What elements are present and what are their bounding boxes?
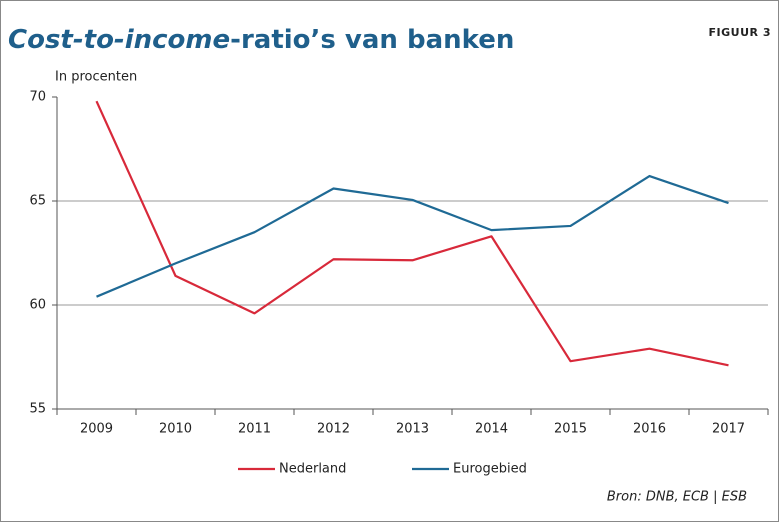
legend-label: Eurogebied <box>453 462 527 477</box>
x-tick-label: 2012 <box>317 422 350 437</box>
y-tick-label: 60 <box>29 298 46 313</box>
series-line <box>96 174 729 298</box>
y-tick-label: 70 <box>29 90 46 105</box>
x-tick-label: 2015 <box>554 422 587 437</box>
x-tick-label: 2010 <box>159 422 192 437</box>
subtitle: In procenten <box>55 70 137 85</box>
x-tick-label: 2016 <box>633 422 666 437</box>
title-rest: -ratio’s van banken <box>230 25 514 55</box>
source: Bron: DNB, ECB | ESB <box>607 490 747 505</box>
series-line <box>95 100 729 367</box>
x-tick-label: 2017 <box>712 422 745 437</box>
figure-label: FIGUUR 3 <box>709 26 771 39</box>
y-tick-label: 65 <box>29 194 46 209</box>
y-tick-label: 55 <box>29 402 46 417</box>
x-tick-label: 2014 <box>475 422 508 437</box>
legend-label: Nederland <box>279 462 346 477</box>
x-tick-label: 2009 <box>80 422 113 437</box>
title-italic: Cost-to-income <box>8 25 230 55</box>
x-tick-label: 2013 <box>396 422 429 437</box>
x-tick-label: 2011 <box>238 422 271 437</box>
chart-title: Cost-to-income-ratio’s van banken <box>8 25 514 55</box>
